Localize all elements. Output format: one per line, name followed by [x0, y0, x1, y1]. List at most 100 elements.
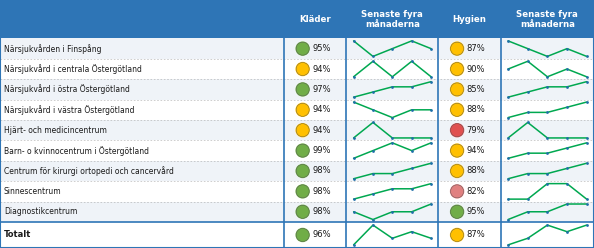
Circle shape	[296, 42, 309, 55]
Text: Senaste fyra
månaderna: Senaste fyra månaderna	[362, 9, 423, 29]
Circle shape	[451, 62, 463, 76]
Point	[582, 223, 592, 227]
Point	[582, 197, 592, 201]
Point	[563, 230, 572, 234]
Point	[582, 202, 592, 206]
Circle shape	[451, 144, 463, 157]
Point	[543, 223, 552, 227]
Point	[426, 202, 436, 206]
Point	[426, 236, 436, 240]
Circle shape	[451, 164, 463, 178]
Circle shape	[296, 164, 309, 178]
Text: 98%: 98%	[312, 187, 331, 196]
Point	[582, 100, 592, 104]
Text: 95%: 95%	[466, 207, 485, 216]
Circle shape	[451, 42, 463, 55]
Point	[582, 54, 592, 58]
Text: 97%: 97%	[312, 85, 331, 94]
Point	[426, 182, 436, 186]
Point	[368, 192, 378, 196]
Bar	[0, 120, 594, 140]
Point	[387, 236, 397, 240]
Point	[387, 136, 397, 140]
Point	[387, 172, 397, 176]
Text: Närsjukvården i Finspång: Närsjukvården i Finspång	[4, 44, 102, 54]
Point	[426, 75, 436, 79]
Point	[368, 149, 378, 153]
Point	[563, 146, 572, 150]
Point	[543, 75, 552, 79]
Bar	[0, 100, 594, 120]
Text: Barn- o kvinnocentrum i Östergötland: Barn- o kvinnocentrum i Östergötland	[4, 146, 149, 155]
Text: 99%: 99%	[312, 146, 331, 155]
Point	[387, 47, 397, 51]
Point	[503, 217, 513, 221]
Point	[368, 223, 378, 227]
Point	[426, 80, 436, 84]
Bar	[0, 79, 594, 100]
Point	[368, 217, 378, 221]
Point	[523, 110, 532, 114]
Point	[563, 202, 572, 206]
Point	[387, 141, 397, 145]
Point	[503, 197, 513, 201]
Text: Totalt: Totalt	[4, 230, 31, 240]
Point	[349, 243, 358, 247]
Text: Senaste fyra
månaderna: Senaste fyra månaderna	[517, 9, 578, 29]
Point	[407, 230, 416, 234]
Point	[426, 141, 436, 145]
Point	[349, 100, 358, 104]
Text: 87%: 87%	[466, 230, 485, 240]
Point	[387, 75, 397, 79]
Point	[368, 59, 378, 63]
Text: 95%: 95%	[312, 44, 331, 53]
Text: 88%: 88%	[466, 166, 485, 176]
Point	[503, 95, 513, 99]
Point	[543, 136, 552, 140]
Point	[543, 182, 552, 186]
Point	[349, 197, 358, 201]
Text: Närsjukvård i centrala Östergötland: Närsjukvård i centrala Östergötland	[4, 64, 142, 74]
Point	[407, 108, 416, 112]
Point	[503, 39, 513, 43]
Point	[523, 90, 532, 94]
Point	[407, 149, 416, 153]
Point	[582, 161, 592, 165]
Text: 79%: 79%	[466, 126, 485, 135]
Point	[543, 85, 552, 89]
Point	[523, 210, 532, 214]
Bar	[0, 181, 594, 202]
Text: 94%: 94%	[312, 105, 331, 114]
Point	[582, 136, 592, 140]
Point	[503, 136, 513, 140]
Point	[426, 47, 436, 51]
Bar	[0, 59, 594, 79]
Point	[543, 210, 552, 214]
Point	[407, 85, 416, 89]
Point	[523, 47, 532, 51]
Point	[523, 121, 532, 124]
Text: 82%: 82%	[466, 187, 485, 196]
Point	[387, 187, 397, 191]
Bar	[0, 202, 594, 222]
Point	[582, 141, 592, 145]
Point	[563, 85, 572, 89]
Point	[368, 90, 378, 94]
Point	[523, 197, 532, 201]
Point	[407, 166, 416, 170]
Point	[349, 136, 358, 140]
Text: 98%: 98%	[312, 207, 331, 216]
Circle shape	[451, 124, 463, 137]
Text: 94%: 94%	[312, 126, 331, 135]
Point	[503, 67, 513, 71]
Point	[543, 172, 552, 176]
Text: 85%: 85%	[466, 85, 485, 94]
Text: Närsjukvård i östra Östergötland: Närsjukvård i östra Östergötland	[4, 85, 130, 94]
Point	[349, 75, 358, 79]
Bar	[0, 140, 594, 161]
Circle shape	[451, 228, 463, 242]
Text: Närsjukvård i västra Östergötland: Närsjukvård i västra Östergötland	[4, 105, 134, 115]
Point	[523, 172, 532, 176]
Point	[368, 108, 378, 112]
Text: 94%: 94%	[312, 64, 331, 73]
